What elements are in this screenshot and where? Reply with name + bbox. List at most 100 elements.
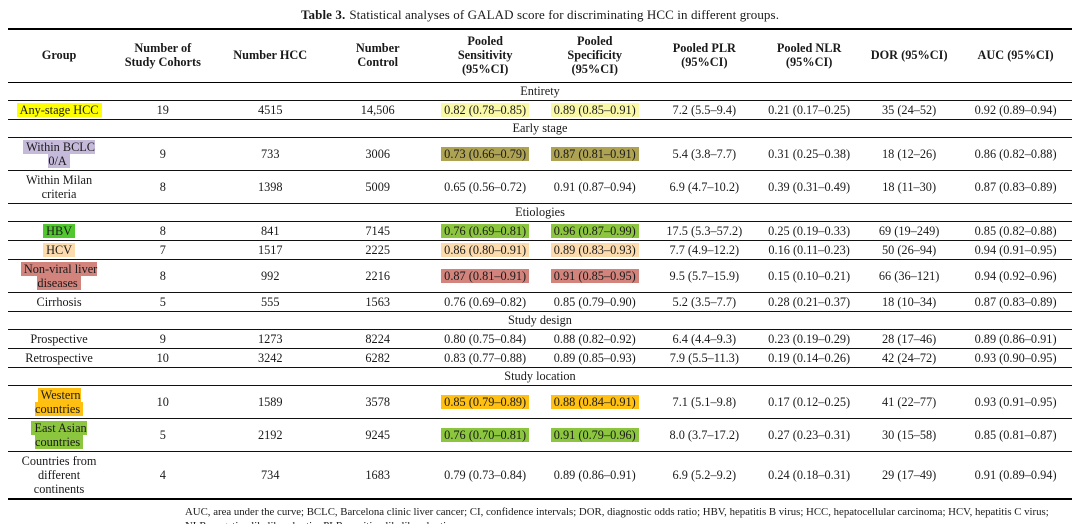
column-header-9: DOR (95%CI) [870,47,948,62]
cell-group: HCV [8,240,110,259]
cell-dor: 18 (12–26) [881,146,937,161]
cell-dor: 29 (17–49) [881,468,937,483]
table-row: Western countries 10 1589 3578 0.85 (0.79–0.… [8,385,1072,419]
cell-cohorts: 10 [156,394,169,409]
cell-control: 8224 [365,331,390,346]
cell-group: Western countries [8,385,110,418]
table-caption: Table 3. Statistical analyses of GALAD sc… [0,0,1080,28]
cell-sens: 0.85 (0.79–0.89) [430,385,540,418]
highlighted-value: 0.89 (0.83–0.93) [550,242,639,257]
cell-dor: 66 (36–121) [878,268,940,283]
section-header: Study design [508,312,572,327]
table-row: Prospective 9 1273 8224 0.80 (0.75–0.84) 0.88… [8,329,1072,349]
cell-spec: 0.96 (0.87–0.99) [540,221,650,240]
cell-nlr: 0.28 (0.21–0.37) [768,294,851,309]
highlighted-value: 0.82 (0.78–0.85) [441,102,530,117]
cell-dor: 30 (15–58) [881,427,937,442]
cell-cohorts: 9 [159,331,166,346]
cell-hcc: 733 [261,146,280,161]
cell-auc: 0.94 (0.92–0.96) [974,268,1057,283]
cell-dor: 50 (26–94) [881,242,937,257]
cell-dor: 28 (17–46) [881,331,937,346]
cell-nlr: 0.39 (0.31–0.49) [768,179,851,194]
cell-group: Any-stage HCC [8,100,110,119]
table-caption-label: Table 3. [300,7,346,22]
cell-hcc: 4515 [257,102,283,117]
cell-plr: 7.1 (5.1–9.8) [672,394,737,409]
cell-sens: 0.87 (0.81–0.91) [430,259,540,292]
cell-spec: 0.91 (0.79–0.96) [540,418,650,451]
cell-spec: 0.88 (0.82–0.92) [553,331,636,346]
highlighted-value: 0.91 (0.85–0.95) [550,268,639,283]
cell-spec: 0.89 (0.83–0.93) [540,240,650,259]
header-row: Group Number of Study Cohorts Number HCC Nu… [8,29,1072,83]
cell-group: Cirrhosis [36,294,82,309]
cell-cohorts: 4 [159,468,166,483]
highlighted-value: 0.86 (0.80–0.91) [441,242,530,257]
cell-plr: 7.7 (4.9–12.2) [669,242,740,257]
highlighted-value: Any-stage HCC [16,102,102,117]
cell-plr: 7.9 (5.5–11.3) [669,350,739,365]
cell-spec: 0.89 (0.86–0.91) [553,468,636,483]
section-row: Study design [8,311,1072,330]
cell-cohorts: 7 [159,242,166,257]
cell-sens: 0.76 (0.70–0.81) [430,418,540,451]
cell-cohorts: 19 [156,102,169,117]
cell-spec: 0.87 (0.81–0.91) [540,137,650,170]
cell-group: HBV [8,221,110,240]
cell-sens: 0.65 (0.56–0.72) [444,179,527,194]
highlighted-value: Within BCLC 0/A [23,139,95,168]
cell-plr: 6.9 (4.7–10.2) [669,179,740,194]
column-header-6: Pooled Specificity (95%CI) [567,34,623,76]
cell-nlr: 0.15 (0.10–0.21) [768,268,851,283]
cell-sens: 0.79 (0.73–0.84) [444,468,527,483]
cell-dor: 35 (24–52) [881,102,937,117]
highlighted-value: Western countries [35,387,84,416]
cell-sens: 0.76 (0.69–0.82) [444,294,527,309]
cell-auc: 0.86 (0.82–0.88) [974,146,1057,161]
cell-spec: 0.91 (0.87–0.94) [553,179,636,194]
column-header-3: Number HCC [233,47,308,62]
section-header: Study location [504,368,576,383]
cell-dor: 18 (11–30) [882,179,937,194]
cell-hcc: 1589 [257,394,283,409]
cell-auc: 0.89 (0.86–0.91) [974,331,1057,346]
cell-hcc: 734 [261,468,280,483]
cell-control: 3006 [365,146,390,161]
cell-plr: 7.2 (5.5–9.4) [672,102,737,117]
section-row: Early stage [8,119,1072,138]
cell-plr: 6.9 (5.2–9.2) [672,468,737,483]
cell-hcc: 1273 [257,331,283,346]
cell-cohorts: 8 [159,223,166,238]
cell-hcc: 841 [261,223,280,238]
column-header-2: Number of Study Cohorts [124,40,201,69]
table-caption-text: Statistical analyses of GALAD score for … [349,7,780,22]
section-row: Study location [8,367,1072,386]
cell-control: 2216 [365,268,390,283]
cell-sens: 0.80 (0.75–0.84) [444,331,527,346]
cell-control: 1683 [365,468,390,483]
highlighted-value: 0.87 (0.81–0.91) [550,146,639,161]
cell-cohorts: 8 [159,179,166,194]
cell-auc: 0.93 (0.91–0.95) [974,394,1057,409]
cell-group: Countries from different continents [21,454,97,497]
cell-nlr: 0.17 (0.12–0.25) [768,394,851,409]
cell-control: 5009 [365,179,390,194]
highlighted-value: 0.88 (0.84–0.91) [550,394,639,409]
cell-auc: 0.94 (0.91–0.95) [974,242,1057,257]
cell-hcc: 1398 [257,179,283,194]
highlighted-value: 0.76 (0.70–0.81) [441,427,530,442]
highlighted-value: 0.87 (0.81–0.91) [441,268,530,283]
cell-plr: 5.2 (3.5–7.7) [672,294,737,309]
cell-group: East Asian countries [8,418,110,451]
cell-sens: 0.73 (0.66–0.79) [430,137,540,170]
cell-nlr: 0.27 (0.23–0.31) [768,427,851,442]
cell-plr: 17.5 (5.3–57.2) [666,223,743,238]
cell-control: 14,506 [360,102,395,117]
highlighted-value: HBV [43,223,76,238]
table-head: Group Number of Study Cohorts Number HCC Nu… [8,29,1072,83]
cell-nlr: 0.25 (0.19–0.33) [768,223,851,238]
galad-table: Group Number of Study Cohorts Number HCC Nu… [8,28,1072,501]
column-header-5: Pooled Sensitivity (95%CI) [457,34,513,76]
